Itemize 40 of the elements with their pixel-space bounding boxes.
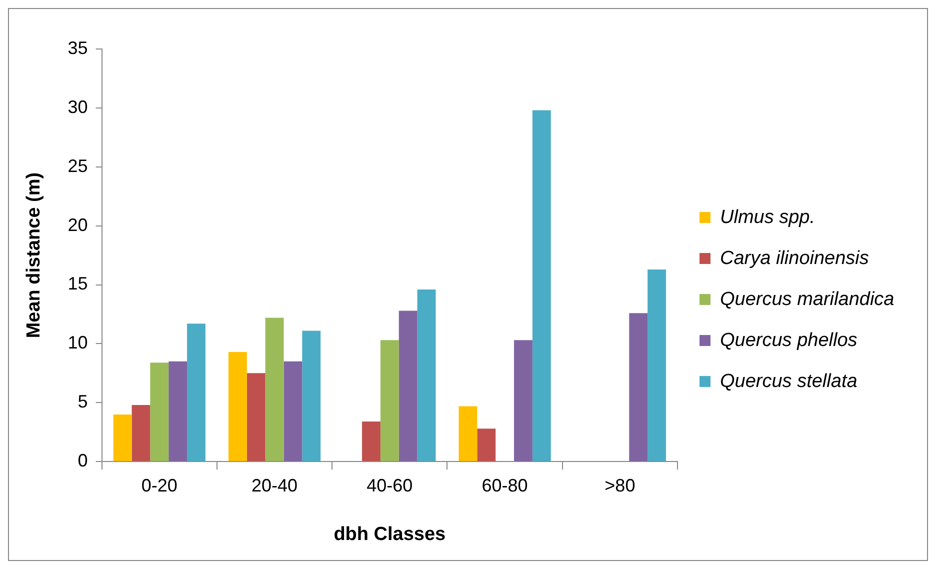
bar <box>417 289 436 462</box>
bar <box>284 361 302 462</box>
y-axis-title: Mean distance (m) <box>24 172 45 338</box>
bar <box>265 318 284 462</box>
bar <box>458 406 478 462</box>
bar <box>132 405 150 462</box>
bar <box>302 330 321 462</box>
y-tick-label: 20 <box>68 214 88 235</box>
bar <box>380 340 399 462</box>
y-tick-label: 5 <box>78 392 88 412</box>
y-tick-label: 10 <box>68 332 88 353</box>
y-tick-label: 25 <box>68 156 88 176</box>
legend-label: Quercus stellata <box>720 370 858 392</box>
x-tick-label: 60-80 <box>482 475 528 496</box>
x-tick-label: 40-60 <box>366 475 413 496</box>
x-axis-title: dbh Classes <box>334 524 446 545</box>
bar <box>398 310 418 462</box>
bar <box>150 362 169 462</box>
y-tick-label: 30 <box>68 96 88 117</box>
bar <box>187 324 206 462</box>
bar <box>532 110 551 462</box>
x-tick-label: 20-40 <box>252 475 298 496</box>
bar <box>228 352 247 462</box>
legend-label: Carya ilinoinensis <box>720 248 870 269</box>
y-tick-label: 15 <box>68 274 88 294</box>
bar <box>477 428 496 462</box>
bar <box>648 269 666 462</box>
y-tick-label: 0 <box>78 450 88 471</box>
bar <box>362 422 380 462</box>
bar <box>246 373 266 462</box>
bar <box>168 361 188 462</box>
y-tick-label: 35 <box>68 38 88 58</box>
legend-label: Ulmus spp. <box>720 206 816 228</box>
bar <box>629 313 648 462</box>
bar <box>514 340 532 462</box>
legend-label: Quercus marilandica <box>720 288 894 310</box>
bar <box>113 414 132 462</box>
legend-label: Quercus phellos <box>720 330 858 351</box>
x-tick-label: >80 <box>604 475 636 496</box>
x-tick-label: 0-20 <box>141 475 178 496</box>
